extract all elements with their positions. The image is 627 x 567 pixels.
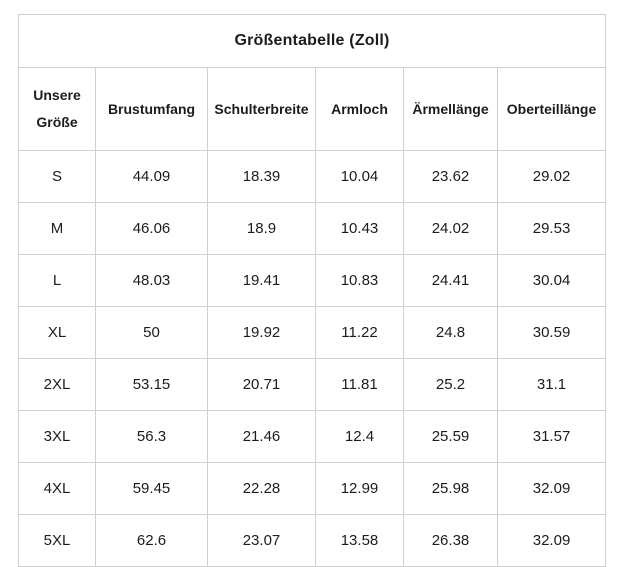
- value-cell: 21.46: [207, 410, 315, 462]
- value-cell: 25.59: [403, 410, 497, 462]
- value-cell: 30.04: [497, 254, 607, 306]
- value-cell: 19.92: [207, 306, 315, 358]
- value-cell: 50: [95, 306, 207, 358]
- table-header-row: Unsere Größe Brustumfang Schulterbreite …: [18, 67, 607, 150]
- value-cell: 31.57: [497, 410, 607, 462]
- value-cell: 24.8: [403, 306, 497, 358]
- value-cell: 20.71: [207, 358, 315, 410]
- column-header-schulterbreite: Schulterbreite: [207, 67, 315, 150]
- size-chart-table: Größentabelle (Zoll) Unsere Größe Brustu…: [18, 14, 607, 567]
- value-cell: 24.02: [403, 202, 497, 254]
- size-cell: 3XL: [18, 410, 95, 462]
- table-title: Größentabelle (Zoll): [18, 14, 607, 67]
- table-row-5xl: 5XL 62.6 23.07 13.58 26.38 32.09: [18, 514, 607, 567]
- size-cell: XL: [18, 306, 95, 358]
- value-cell: 46.06: [95, 202, 207, 254]
- column-header-aermellaenge: Ärmellänge: [403, 67, 497, 150]
- size-cell: M: [18, 202, 95, 254]
- value-cell: 56.3: [95, 410, 207, 462]
- value-cell: 11.81: [315, 358, 403, 410]
- value-cell: 12.99: [315, 462, 403, 514]
- value-cell: 11.22: [315, 306, 403, 358]
- value-cell: 22.28: [207, 462, 315, 514]
- table-row-3xl: 3XL 56.3 21.46 12.4 25.59 31.57: [18, 410, 607, 462]
- value-cell: 23.62: [403, 150, 497, 202]
- value-cell: 10.04: [315, 150, 403, 202]
- value-cell: 12.4: [315, 410, 403, 462]
- size-cell: 2XL: [18, 358, 95, 410]
- size-cell: 4XL: [18, 462, 95, 514]
- value-cell: 48.03: [95, 254, 207, 306]
- table-row-s: S 44.09 18.39 10.04 23.62 29.02: [18, 150, 607, 202]
- value-cell: 25.2: [403, 358, 497, 410]
- value-cell: 26.38: [403, 514, 497, 567]
- value-cell: 18.39: [207, 150, 315, 202]
- table-row-m: M 46.06 18.9 10.43 24.02 29.53: [18, 202, 607, 254]
- value-cell: 30.59: [497, 306, 607, 358]
- value-cell: 32.09: [497, 462, 607, 514]
- value-cell: 24.41: [403, 254, 497, 306]
- size-cell: L: [18, 254, 95, 306]
- value-cell: 10.83: [315, 254, 403, 306]
- value-cell: 31.1: [497, 358, 607, 410]
- value-cell: 13.58: [315, 514, 403, 567]
- value-cell: 59.45: [95, 462, 207, 514]
- value-cell: 19.41: [207, 254, 315, 306]
- value-cell: 10.43: [315, 202, 403, 254]
- table-title-row: Größentabelle (Zoll): [18, 14, 607, 67]
- table-row-4xl: 4XL 59.45 22.28 12.99 25.98 32.09: [18, 462, 607, 514]
- value-cell: 29.02: [497, 150, 607, 202]
- size-cell: 5XL: [18, 514, 95, 567]
- value-cell: 44.09: [95, 150, 207, 202]
- column-header-oberteillaenge: Oberteillänge: [497, 67, 607, 150]
- table-row-2xl: 2XL 53.15 20.71 11.81 25.2 31.1: [18, 358, 607, 410]
- value-cell: 25.98: [403, 462, 497, 514]
- value-cell: 53.15: [95, 358, 207, 410]
- table-row-l: L 48.03 19.41 10.83 24.41 30.04: [18, 254, 607, 306]
- size-cell: S: [18, 150, 95, 202]
- value-cell: 32.09: [497, 514, 607, 567]
- value-cell: 18.9: [207, 202, 315, 254]
- value-cell: 62.6: [95, 514, 207, 567]
- column-header-armloch: Armloch: [315, 67, 403, 150]
- value-cell: 29.53: [497, 202, 607, 254]
- table-row-xl: XL 50 19.92 11.22 24.8 30.59: [18, 306, 607, 358]
- value-cell: 23.07: [207, 514, 315, 567]
- column-header-unsere-groesse: Unsere Größe: [18, 67, 95, 150]
- column-header-brustumfang: Brustumfang: [95, 67, 207, 150]
